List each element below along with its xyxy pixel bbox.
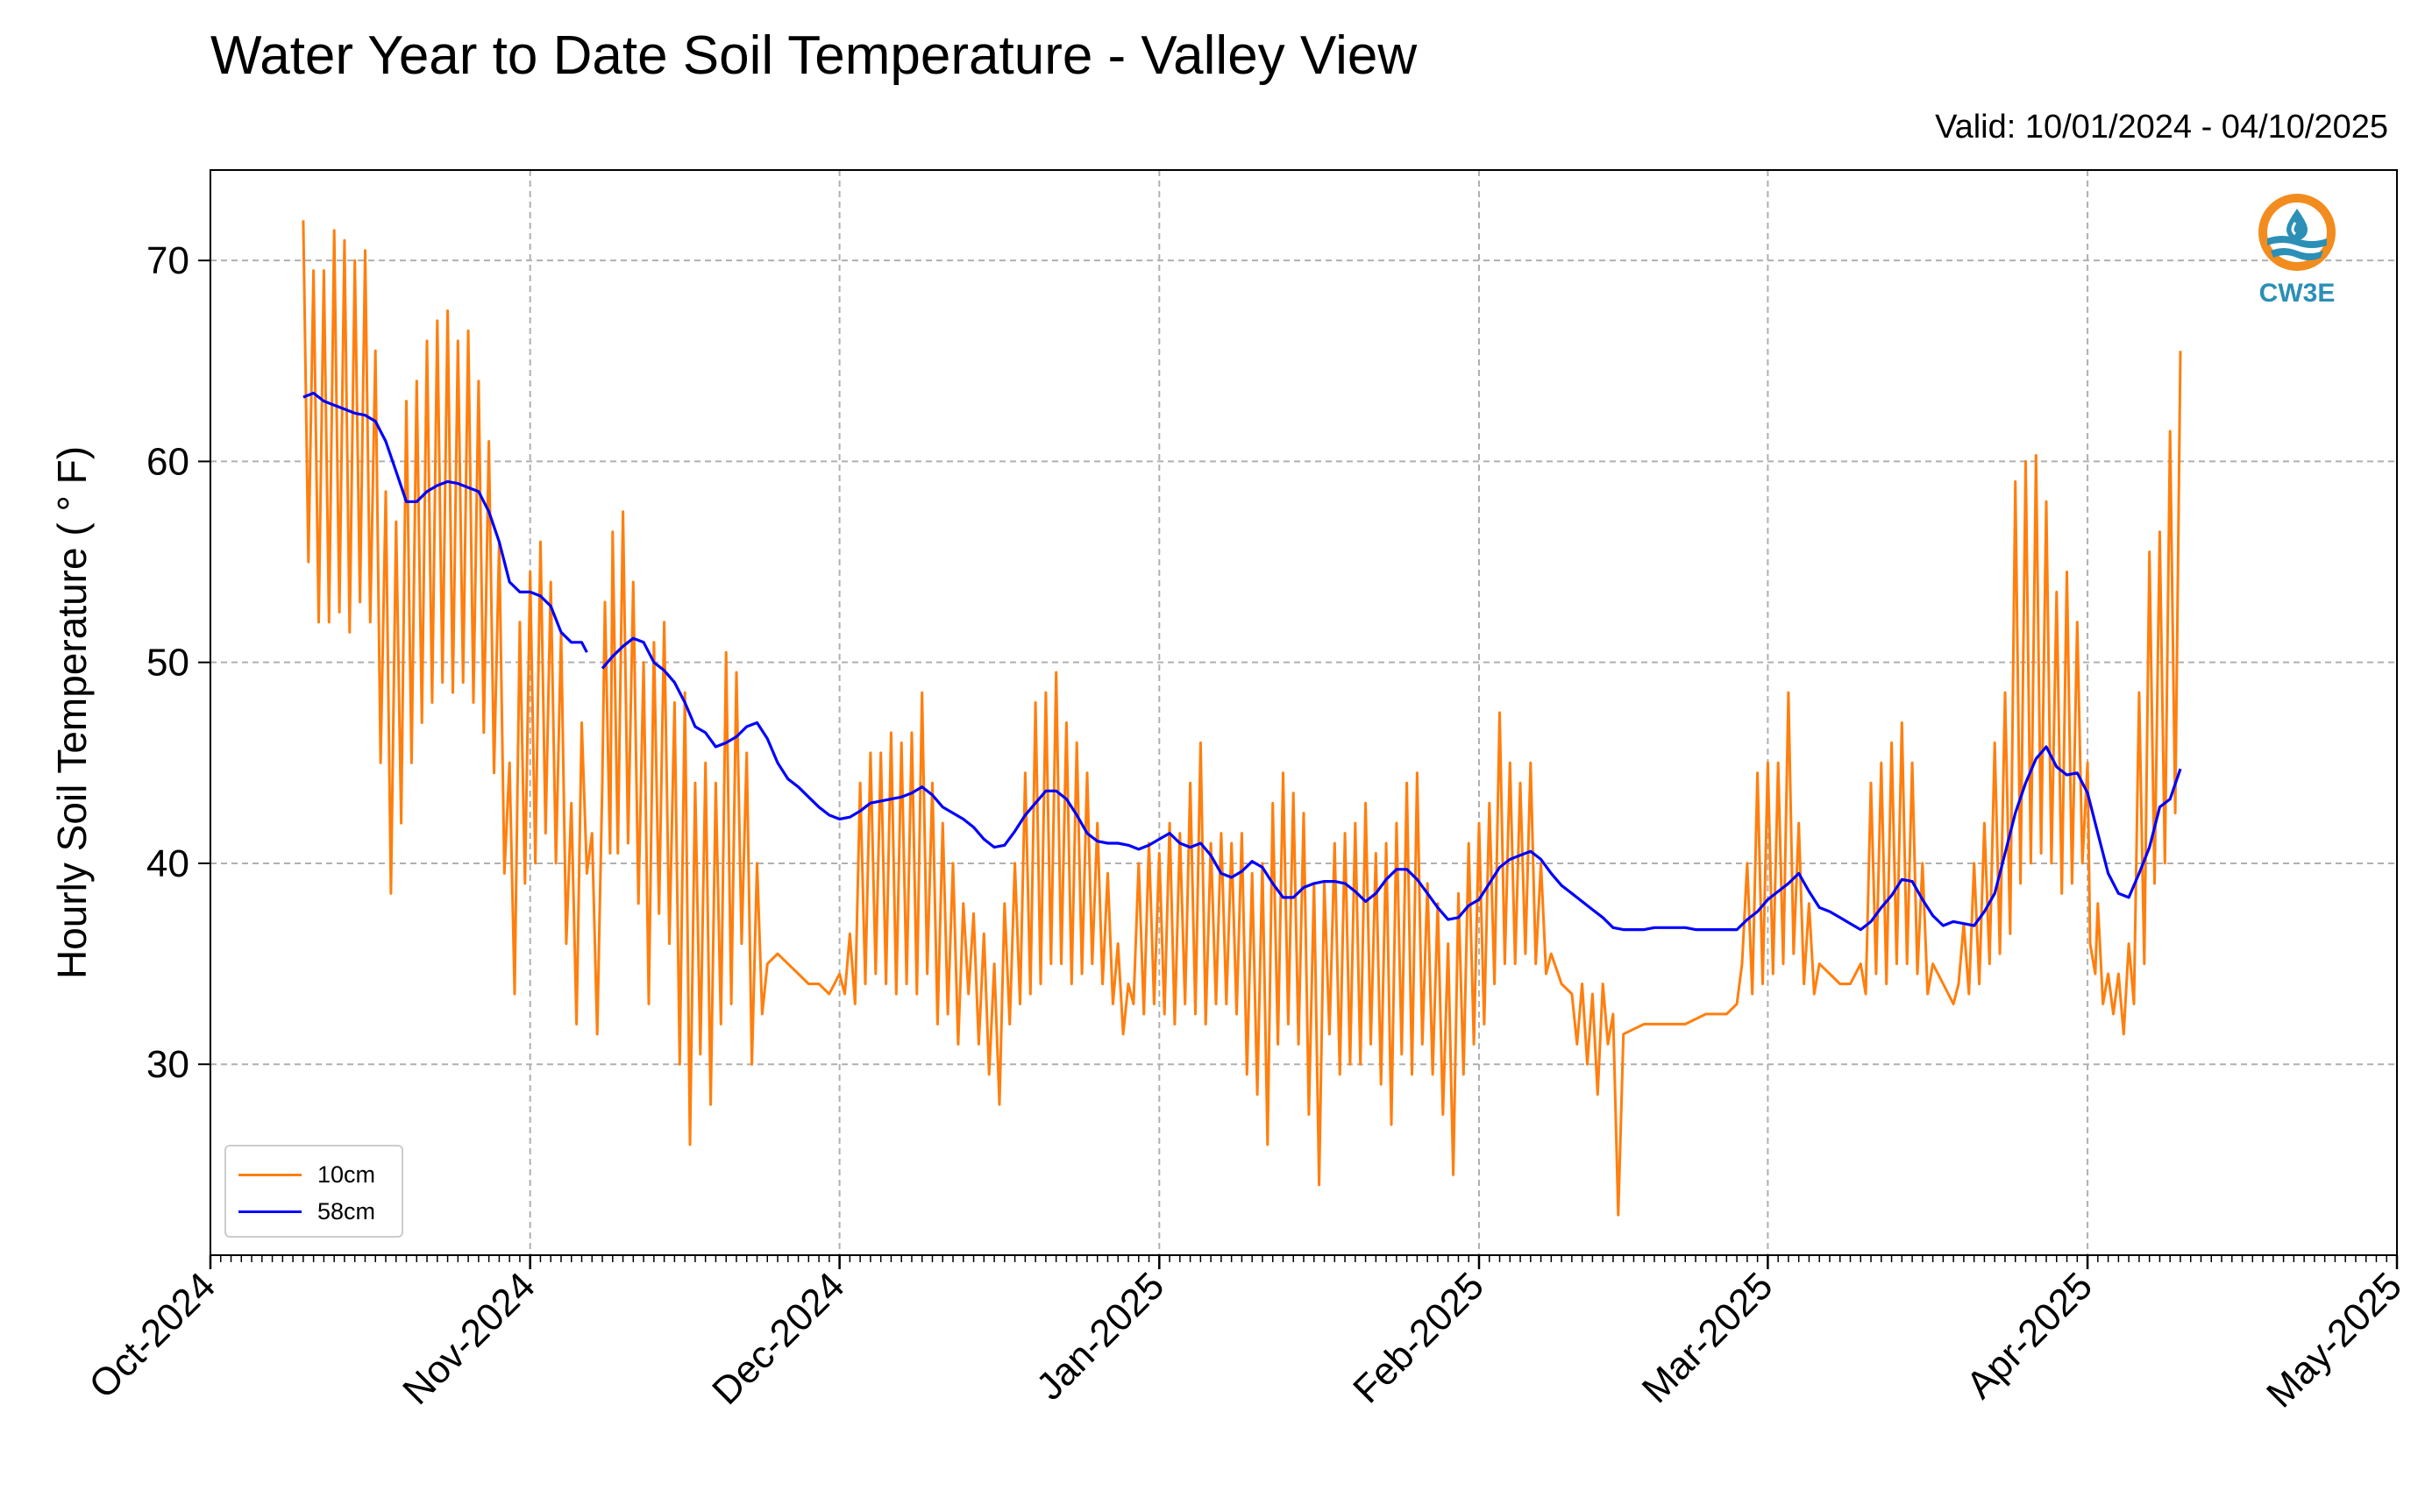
legend-item-10cm: 10cm <box>238 1157 375 1192</box>
chart-title: Water Year to Date Soil Temperature - Va… <box>210 25 1418 86</box>
y-tick-label: 30 <box>146 1043 189 1086</box>
y-axis-label: Hourly Soil Temperature ( ° F) <box>49 446 95 979</box>
logo-text: CW3E <box>2259 279 2336 308</box>
legend-item-58cm: 58cm <box>238 1194 375 1229</box>
legend-swatch-58cm <box>238 1210 302 1213</box>
cw3e-logo: CW3E <box>2244 184 2350 316</box>
valid-date-range: Valid: 10/01/2024 - 04/10/2025 <box>1935 109 2388 146</box>
series-line-58cm <box>302 391 2182 932</box>
x-tick-label: Mar-2025 <box>1634 1264 1781 1411</box>
x-tick-label: May-2025 <box>2258 1264 2410 1416</box>
x-tick-label: Nov-2024 <box>395 1264 544 1413</box>
y-tick-label: 40 <box>146 842 189 885</box>
x-tick-label: Dec-2024 <box>704 1264 853 1413</box>
y-tick-label: 50 <box>146 642 189 685</box>
legend: 10cm 58cm <box>224 1145 403 1238</box>
y-tick-label: 60 <box>146 440 189 483</box>
legend-swatch-10cm <box>238 1173 302 1176</box>
x-tick-label: Feb-2025 <box>1345 1264 1492 1411</box>
x-tick-label: Oct-2024 <box>81 1264 224 1407</box>
x-tick-label: Apr-2025 <box>1959 1264 2102 1407</box>
water-drop-logo-icon: CW3E <box>2258 194 2336 308</box>
legend-label-58cm: 58cm <box>317 1197 376 1225</box>
x-tick-label: Jan-2025 <box>1028 1264 1172 1408</box>
y-tick-label: 70 <box>146 239 189 282</box>
series-line-10cm <box>302 220 2182 1217</box>
legend-label-10cm: 10cm <box>317 1161 376 1188</box>
